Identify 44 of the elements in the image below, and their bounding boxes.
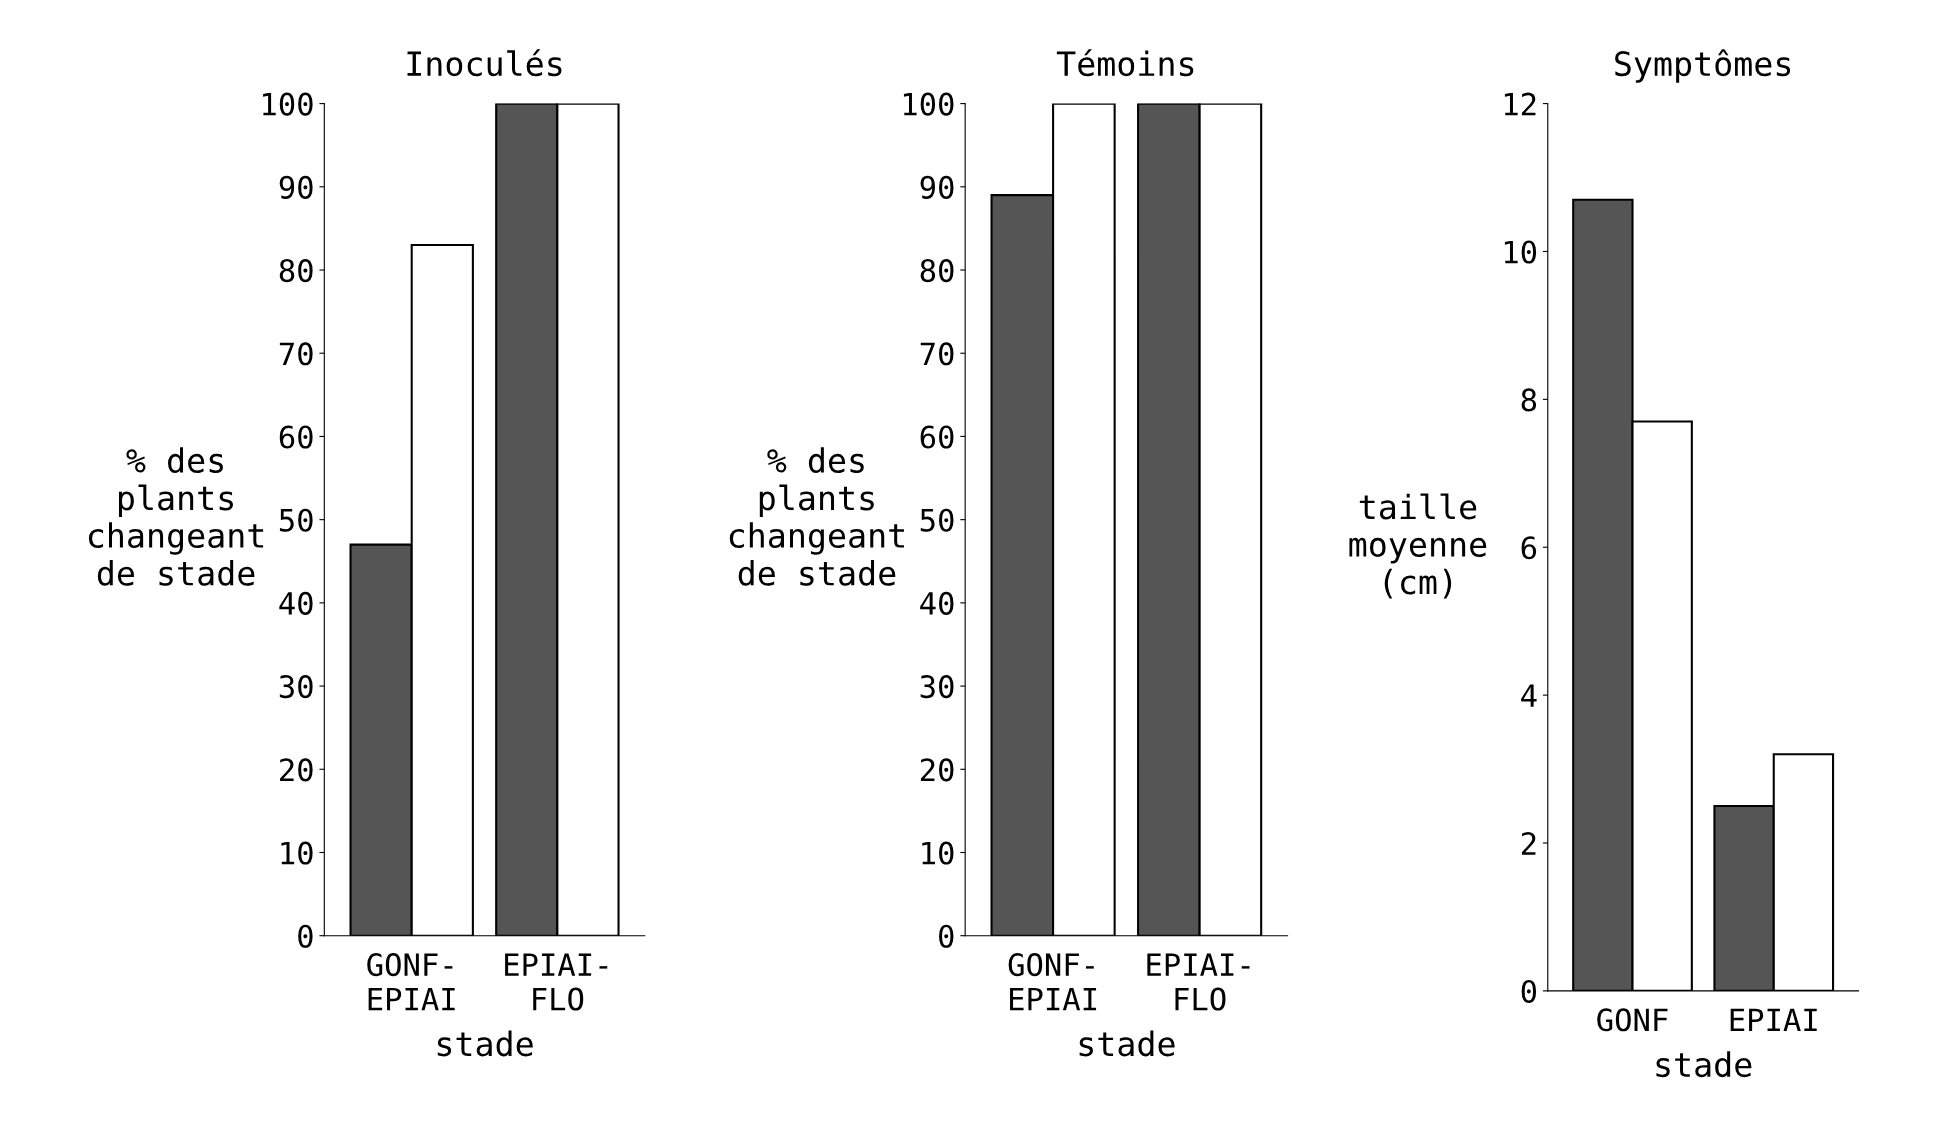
y-tick-label: 100 [263, 92, 313, 116]
y-tick-label: 4 [1521, 684, 1537, 707]
y-tick-label: 10 [922, 841, 954, 865]
y-tick-label: 50 [279, 508, 313, 532]
y-tick-label: 70 [279, 342, 313, 366]
y-tick-label: 70 [920, 342, 954, 366]
y-tick-label: 20 [280, 758, 313, 782]
x-tick-label: EPIAI- FLO [1147, 953, 1250, 1011]
y-tick-label: 8 [1521, 388, 1537, 412]
y-tick-label: 2 [1521, 832, 1536, 855]
y-tick-label: 20 [920, 758, 954, 782]
y-tick-label: 80 [920, 259, 954, 283]
x-tick-label: GONF [1597, 1008, 1668, 1032]
y-tick-label: 10 [1504, 240, 1537, 264]
x-tick-label: EPIAI- FLO [505, 953, 608, 1011]
y-tick-label: 90 [920, 175, 954, 199]
y-axis-title: % des plants changeant de stade [88, 447, 264, 586]
y-tick-label: 0 [1521, 979, 1537, 1003]
chart-title: Inoculés [407, 49, 562, 77]
y-axis-title: % des plants changeant de stade [729, 447, 904, 586]
y-tick-label: 40 [279, 591, 313, 615]
x-axis-title: stade [437, 1030, 533, 1057]
y-tick-label: 0 [939, 924, 954, 948]
y-axis-title: taille moyenne (cm) [1349, 493, 1487, 599]
y-tick-label: 60 [920, 425, 954, 449]
chart-title: Témoins [1056, 49, 1194, 77]
x-tick-label: EPIAI [1730, 1008, 1817, 1031]
y-tick-label: 50 [920, 508, 954, 532]
y-tick-label: 12 [1504, 92, 1536, 116]
y-tick-label: 60 [279, 425, 313, 449]
x-tick-label: GONF- EPIAI [1008, 953, 1097, 1011]
y-tick-label: 30 [920, 675, 954, 699]
y-tick-label: 100 [903, 92, 954, 116]
y-tick-label: 10 [281, 841, 313, 865]
x-tick-label: GONF- EPIAI [367, 953, 455, 1011]
chart-title: Symptômes [1615, 49, 1791, 83]
y-tick-label: 80 [279, 259, 313, 283]
x-axis-title: stade [1656, 1051, 1752, 1078]
y-tick-label: 0 [298, 924, 313, 948]
y-tick-label: 6 [1521, 536, 1537, 560]
y-tick-label: 40 [920, 591, 954, 615]
x-axis-title: stade [1079, 1030, 1175, 1057]
y-tick-label: 30 [279, 675, 313, 699]
y-tick-label: 90 [279, 175, 313, 199]
